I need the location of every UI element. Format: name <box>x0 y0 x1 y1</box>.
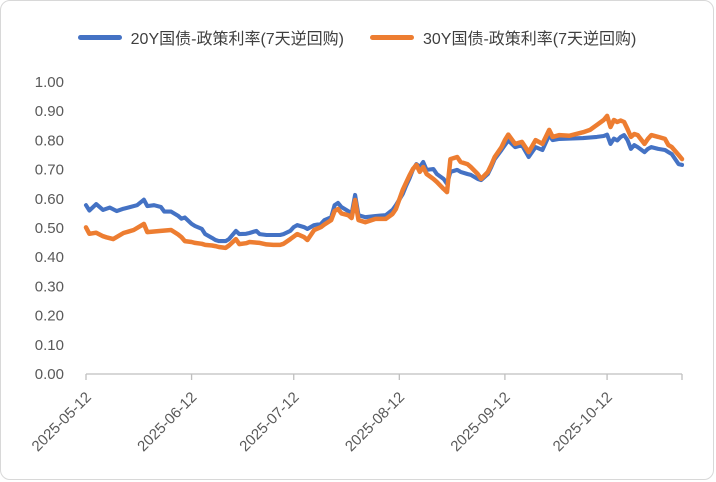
y-axis-tick-label: 0.60 <box>35 191 64 208</box>
y-axis-tick-label: 0.90 <box>35 103 64 120</box>
y-axis-tick-label: 0.50 <box>35 220 64 237</box>
legend-label-30y: 30Y国债-政策利率(7天逆回购) <box>423 31 637 48</box>
y-axis-tick-label: 0.00 <box>35 366 64 383</box>
series-line-20y <box>83 132 685 244</box>
y-axis-tick-label: 0.20 <box>35 308 64 325</box>
y-axis-tick-label: 0.10 <box>35 337 64 354</box>
x-axis-tick-label: 2025-09-12 <box>447 389 513 455</box>
x-axis-tick-label: 2025-10-12 <box>550 389 616 455</box>
legend-label-20y: 20Y国债-政策利率(7天逆回购) <box>130 31 344 48</box>
series-line-30y <box>83 113 685 251</box>
x-axis-tick-label: 2025-07-12 <box>236 389 302 455</box>
y-axis-tick-label: 1.00 <box>35 74 64 91</box>
y-axis-tick-label: 0.30 <box>35 278 64 295</box>
legend-item-30y[interactable]: 30Y国债-政策利率(7天逆回购) <box>370 25 636 49</box>
legend-item-20y[interactable]: 20Y国债-政策利率(7天逆回购) <box>77 25 344 49</box>
x-axis-tick-label: 2025-08-12 <box>342 389 408 455</box>
legend-line-swatch-20y <box>77 34 122 40</box>
y-axis-tick-label: 0.70 <box>35 162 64 179</box>
y-axis-tick-label: 0.40 <box>35 249 64 266</box>
legend-line-swatch-30y <box>370 34 414 40</box>
x-axis-tick-label: 2025-05-12 <box>29 389 95 455</box>
x-axis-tick-label: 2025-06-12 <box>134 389 200 455</box>
y-axis-tick-label: 0.80 <box>35 132 64 149</box>
chart-legend: 20Y国债-政策利率(7天逆回购) 30Y国债-政策利率(7天逆回购) <box>1 25 713 49</box>
